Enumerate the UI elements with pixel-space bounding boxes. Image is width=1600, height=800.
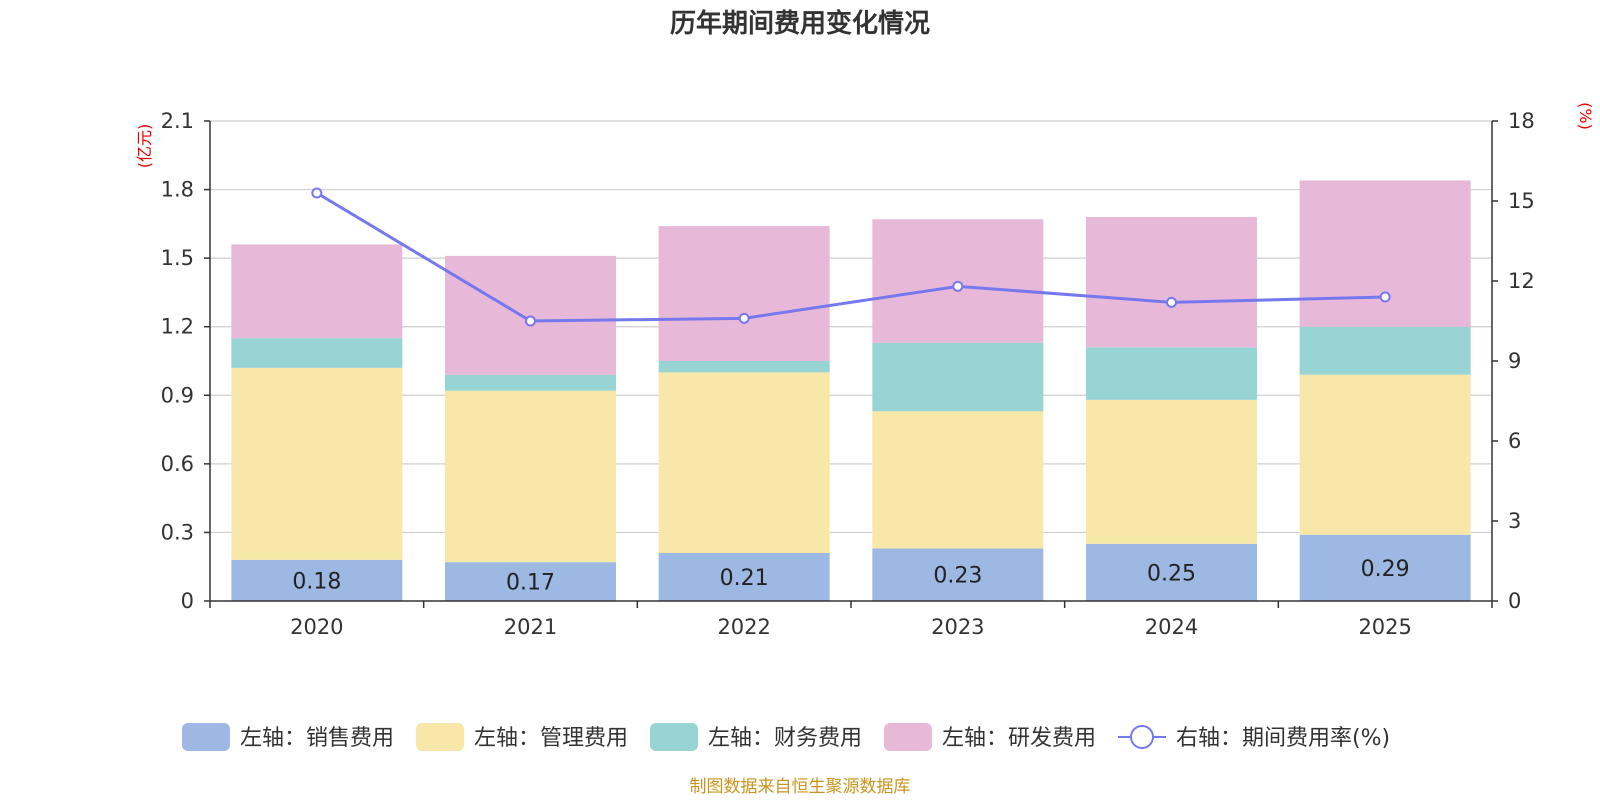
bar-data-label: 0.23: [933, 564, 982, 589]
legend-swatch: [182, 723, 230, 751]
x-tick-label: 2022: [717, 615, 770, 639]
bar-segment: [1299, 326, 1471, 375]
bar-segment: [445, 255, 616, 375]
legend: 左轴：销售费用 左轴：管理费用 左轴：财务费用 左轴：研发费用 右轴：期间费用率(%): [182, 723, 1390, 751]
bar-segment: [1086, 543, 1257, 601]
x-tick-label: 2024: [1145, 615, 1198, 639]
bar-segment: [872, 548, 1044, 601]
left-tick-label: 1.8: [161, 178, 194, 202]
legend-swatch: [650, 723, 698, 751]
rate-point: [311, 187, 323, 199]
left-tick-label: 1.5: [161, 246, 194, 270]
bar-data-label: 0.18: [292, 569, 341, 594]
bar-segment: [231, 338, 403, 368]
rate-point: [1379, 291, 1391, 303]
rate-point: [1166, 296, 1177, 308]
bar-segment: [658, 361, 830, 373]
bar-data-label: 0.25: [1147, 561, 1196, 586]
right-axis-unit: (%): [1576, 102, 1595, 130]
bar-segment: [1086, 217, 1257, 348]
rate-line: [316, 191, 1386, 323]
chart-title: 历年期间费用变化情况: [670, 8, 930, 39]
x-tick-label: 2020: [290, 615, 343, 639]
bar-segment: [658, 226, 830, 361]
label-layer: 0.18 0.17 0.21 0.23 0.25 0.29: [292, 557, 1409, 596]
legend-item[interactable]: 左轴：财务费用: [650, 723, 862, 751]
right-tick-label: 9: [1508, 349, 1521, 373]
legend-marker: [1130, 725, 1154, 749]
legend-item[interactable]: 左轴：管理费用: [416, 723, 628, 751]
bar-segment: [1299, 374, 1471, 535]
right-tick-label: 15: [1508, 189, 1535, 213]
left-tick-label: 1.2: [161, 315, 194, 339]
left-axis-unit: (亿元): [135, 124, 154, 169]
bar-data-label: 0.29: [1361, 557, 1410, 582]
bar-segment: [1299, 534, 1471, 601]
x-tick-label: 2021: [504, 615, 557, 639]
bar-data-label: 0.17: [506, 571, 555, 596]
bar-segment: [445, 390, 616, 563]
bar-segment: [1086, 399, 1257, 544]
axes: 0 0.3 0.6 0.9 1.2 1.5 1.8 2.1 0 3 6 9 12 15 18 2020 2021…: [161, 109, 1535, 639]
bar-segment: [658, 553, 830, 601]
bar-segment: [231, 244, 403, 339]
legend-swatch: [416, 723, 464, 751]
legend-swatch: [884, 723, 932, 751]
bar-segment: [1299, 180, 1471, 327]
bar-segment: [1086, 347, 1257, 400]
bar-segment: [658, 372, 830, 553]
bar-segment: [231, 367, 403, 560]
right-tick-label: 0: [1508, 589, 1521, 613]
right-tick-label: 6: [1508, 429, 1521, 453]
legend-label: 左轴：管理费用: [474, 726, 628, 751]
rate-point: [738, 312, 750, 324]
legend-item[interactable]: 左轴：研发费用: [884, 723, 1096, 751]
rate-point: [525, 315, 536, 327]
legend-item[interactable]: 左轴：销售费用: [182, 723, 394, 751]
bar-segment: [445, 374, 616, 391]
bar-layer: [231, 180, 1471, 601]
legend-item[interactable]: 右轴：期间费用率(%): [1118, 725, 1390, 751]
right-tick-label: 12: [1508, 269, 1535, 293]
left-tick-label: 0.6: [161, 452, 194, 476]
right-tick-label: 18: [1508, 109, 1535, 133]
bar-segment: [872, 411, 1044, 549]
source-note: 制图数据来自恒生聚源数据库: [690, 777, 911, 797]
right-tick-label: 3: [1508, 509, 1521, 533]
bar-segment: [872, 342, 1044, 412]
x-tick-label: 2023: [931, 615, 984, 639]
legend-label: 左轴：财务费用: [708, 726, 862, 751]
left-tick-label: 0.3: [161, 520, 194, 544]
line-layer: [311, 187, 1391, 327]
legend-label: 右轴：期间费用率(%): [1176, 726, 1390, 751]
legend-label: 左轴：研发费用: [942, 726, 1096, 751]
x-tick-label: 2025: [1358, 615, 1411, 639]
rate-point: [952, 280, 964, 292]
bar-segment: [445, 562, 616, 601]
bar-segment: [231, 559, 403, 601]
left-tick-label: 0: [181, 589, 194, 613]
bar-data-label: 0.21: [720, 566, 769, 591]
left-tick-label: 2.1: [161, 109, 194, 133]
legend-label: 左轴：销售费用: [240, 726, 394, 751]
left-tick-label: 0.9: [161, 383, 194, 407]
